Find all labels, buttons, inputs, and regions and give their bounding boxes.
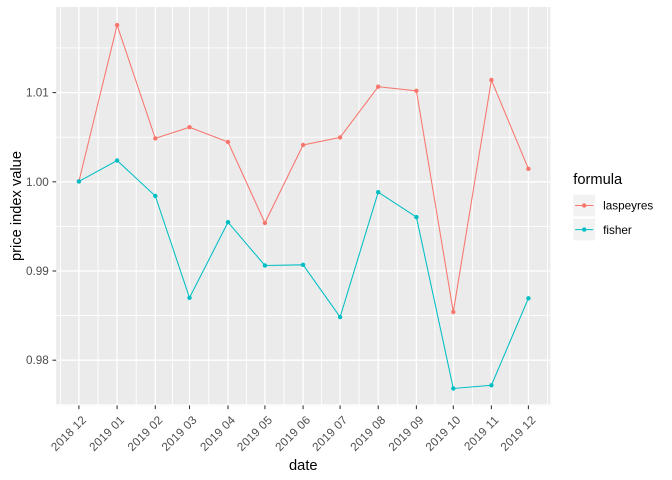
svg-text:0.98: 0.98 bbox=[26, 354, 49, 367]
svg-text:1.00: 1.00 bbox=[26, 176, 49, 189]
svg-text:laspeyres: laspeyres bbox=[603, 200, 653, 213]
svg-text:0.99: 0.99 bbox=[26, 265, 49, 278]
svg-text:price index value: price index value bbox=[9, 151, 25, 261]
svg-text:1.01: 1.01 bbox=[26, 87, 49, 100]
svg-text:formula: formula bbox=[573, 172, 623, 188]
svg-text:date: date bbox=[289, 458, 318, 474]
svg-text:fisher: fisher bbox=[603, 224, 632, 237]
